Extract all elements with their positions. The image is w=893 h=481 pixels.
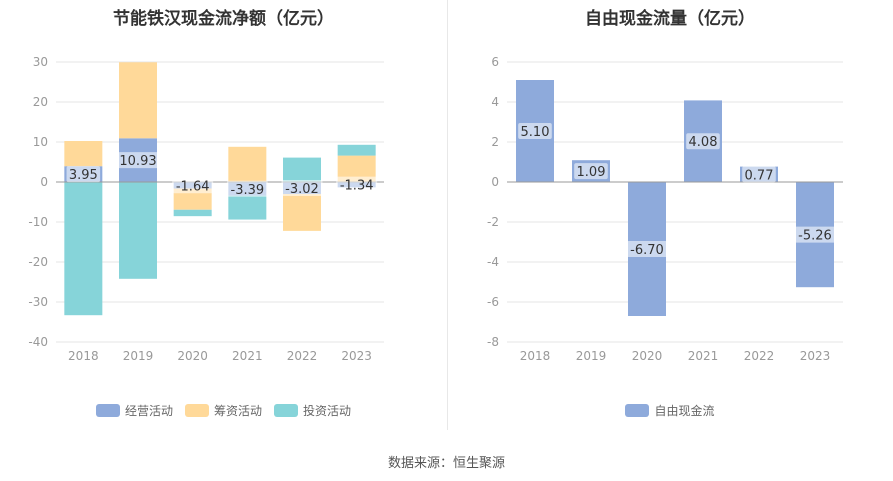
y-tick-label: -10 bbox=[28, 215, 48, 229]
bar-投资活动-2019 bbox=[119, 182, 157, 279]
data-label-bg bbox=[117, 152, 159, 169]
data-label-bg bbox=[226, 180, 268, 197]
bar-筹资活动-2018 bbox=[64, 141, 103, 167]
data-label-bg bbox=[742, 166, 776, 183]
y-tick-label: -2 bbox=[487, 215, 499, 229]
x-tick-label: 2022 bbox=[744, 349, 775, 363]
data-label-bg bbox=[336, 176, 378, 193]
data-label-bg bbox=[66, 166, 101, 183]
data-label-2022: 0.77 bbox=[742, 166, 776, 183]
y-tick-label: 20 bbox=[33, 95, 48, 109]
data-label-text: 0.77 bbox=[745, 168, 774, 183]
x-tick-label: 2018 bbox=[68, 349, 99, 363]
data-label-bg bbox=[518, 123, 552, 139]
y-tick-label: 0 bbox=[491, 175, 499, 189]
bar-筹资活动-2019 bbox=[119, 62, 157, 139]
free-cashflow-legend: 自由现金流 bbox=[447, 402, 893, 419]
bar-投资活动-2023 bbox=[337, 144, 376, 156]
data-label-2020: -1.64 bbox=[172, 177, 214, 194]
legend-label: 自由现金流 bbox=[654, 404, 715, 418]
data-label-2023: -5.26 bbox=[794, 226, 836, 244]
y-tick-label: -30 bbox=[28, 295, 48, 309]
data-label-bg bbox=[281, 180, 323, 197]
y-tick-label: 10 bbox=[33, 135, 48, 149]
data-label-2020: -6.70 bbox=[626, 241, 668, 258]
bar-筹资活动-2021 bbox=[228, 146, 267, 182]
data-label-text: -3.39 bbox=[231, 183, 265, 198]
data-label-text: -6.70 bbox=[630, 243, 664, 258]
data-label-2019: 10.93 bbox=[117, 152, 159, 169]
data-label-bg bbox=[794, 226, 836, 243]
legend-item-筹资活动[interactable]: 筹资活动 bbox=[184, 402, 262, 419]
data-label-text: -3.02 bbox=[285, 182, 319, 197]
net-cashflow-chart-panel: 节能铁汉现金流净额（亿元） 30 20 10 0 -10 -20 -30 -40 2018 201… bbox=[0, 0, 447, 430]
x-tick-label: 2018 bbox=[520, 349, 551, 363]
legend-swatch bbox=[95, 404, 120, 417]
legend-item-自由现金流[interactable]: 自由现金流 bbox=[625, 402, 715, 419]
y-tick-label: 2 bbox=[491, 135, 499, 149]
x-tick-label: 2022 bbox=[287, 349, 318, 363]
y-tick-label: 0 bbox=[40, 175, 48, 189]
net-cashflow-legend: 经营活动 筹资活动 投资活动 bbox=[0, 402, 447, 419]
data-label-2019: 1.09 bbox=[574, 163, 608, 180]
data-label-text: 5.10 bbox=[521, 125, 550, 140]
x-tick-label: 2023 bbox=[341, 349, 372, 363]
x-tick-label: 2019 bbox=[123, 349, 154, 363]
x-tick-label: 2020 bbox=[632, 349, 663, 363]
x-tick-label: 2023 bbox=[800, 349, 831, 363]
data-label-2021: 4.08 bbox=[686, 133, 720, 150]
legend-swatch bbox=[274, 404, 298, 417]
y-tick-label: 4 bbox=[491, 95, 499, 109]
data-label-text: 3.95 bbox=[69, 168, 98, 183]
data-label-bg bbox=[626, 241, 668, 257]
free-cashflow-chart-panel: 自由现金流量（亿元） 6 4 2 0 -2 -4 -6 -8 2018 2019 2020 2021 2… bbox=[447, 0, 893, 430]
free-cashflow-chart-title: 自由现金流量（亿元） bbox=[585, 9, 755, 29]
data-source: 数据来源：恒生聚源 bbox=[387, 456, 505, 471]
y-tick-label: 30 bbox=[33, 55, 48, 69]
y-tick-label: -40 bbox=[28, 335, 48, 349]
data-label-2022: -3.02 bbox=[281, 180, 323, 197]
bar-投资活动-2018 bbox=[64, 182, 103, 316]
legend-label: 筹资活动 bbox=[213, 404, 262, 418]
data-label-text: 4.08 bbox=[689, 135, 718, 150]
y-tick-label: -4 bbox=[487, 255, 499, 269]
data-label-text: 1.09 bbox=[577, 165, 606, 180]
y-tick-label: -20 bbox=[28, 255, 48, 269]
y-tick-label: -8 bbox=[487, 335, 499, 349]
data-label-text: 10.93 bbox=[119, 154, 156, 169]
x-tick-label: 2019 bbox=[576, 349, 607, 363]
y-tick-label: -6 bbox=[487, 295, 499, 309]
legend-label: 经营活动 bbox=[124, 404, 173, 418]
bar-投资活动-2021 bbox=[228, 195, 267, 220]
data-label-2018: 5.10 bbox=[518, 123, 552, 140]
y-tick-label: 6 bbox=[491, 55, 499, 69]
data-label-text: -1.64 bbox=[176, 179, 210, 194]
free-cashflow-chart: 6 4 2 0 -2 -4 -6 -8 2018 2019 2020 2021 2022 2023 5.10… bbox=[487, 55, 843, 363]
panel-divider bbox=[447, 0, 448, 430]
data-label-text: -1.34 bbox=[340, 179, 374, 194]
data-label-text: -5.26 bbox=[798, 229, 832, 244]
x-tick-label: 2021 bbox=[232, 349, 263, 363]
bar-投资活动-2020 bbox=[173, 209, 212, 217]
bar-筹资活动-2020 bbox=[173, 188, 212, 210]
legend-swatch bbox=[625, 404, 650, 417]
x-tick-label: 2021 bbox=[688, 349, 719, 363]
net-cashflow-chart: 30 20 10 0 -10 -20 -30 -40 2018 2019 2020 2021 2022 2… bbox=[28, 55, 384, 363]
data-label-2021: -3.39 bbox=[226, 180, 268, 198]
x-tick-label: 2020 bbox=[177, 349, 208, 363]
legend-item-投资活动[interactable]: 投资活动 bbox=[274, 402, 351, 419]
legend-label: 投资活动 bbox=[303, 404, 352, 418]
legend-swatch bbox=[184, 404, 209, 417]
net-cashflow-chart-title: 节能铁汉现金流净额（亿元） bbox=[113, 9, 334, 29]
data-label-bg bbox=[686, 133, 720, 150]
data-label-bg bbox=[574, 163, 608, 180]
data-label-bg bbox=[172, 177, 214, 194]
data-label-2023: -1.34 bbox=[336, 176, 378, 194]
bar-投资活动-2022 bbox=[283, 157, 321, 182]
bar-筹资活动-2022 bbox=[283, 194, 321, 231]
data-label-2018: 3.95 bbox=[66, 166, 101, 183]
legend-item-经营活动[interactable]: 经营活动 bbox=[95, 402, 173, 419]
